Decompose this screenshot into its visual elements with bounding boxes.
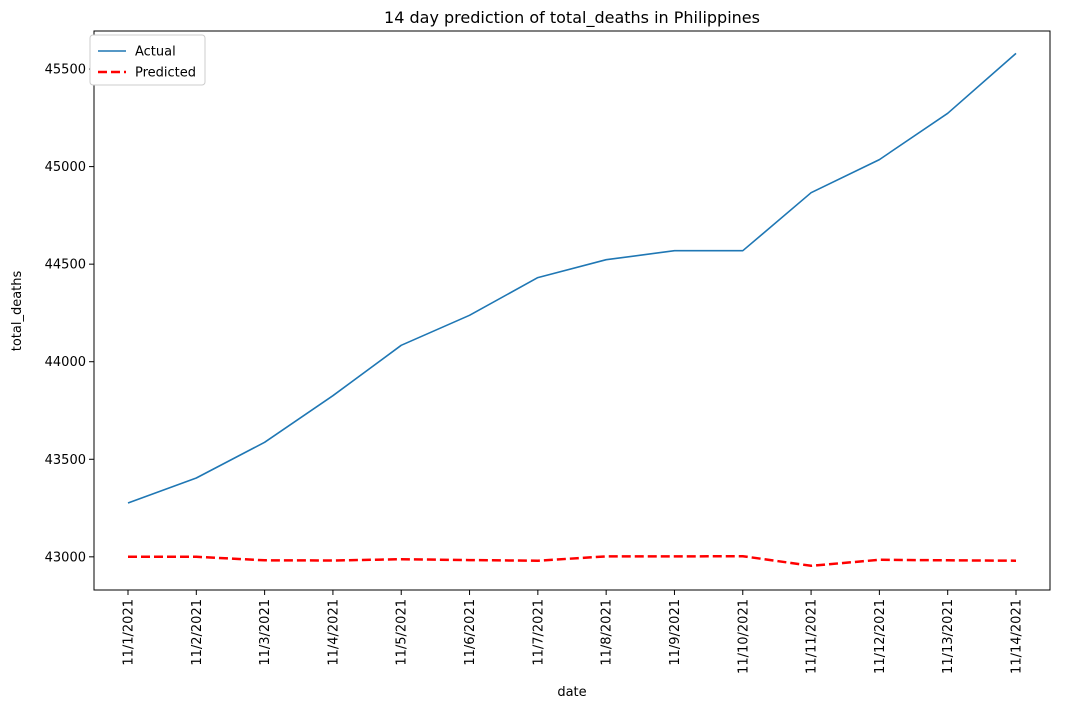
- legend-label-actual: Actual: [135, 45, 176, 60]
- y-tick-label: 43500: [45, 453, 86, 468]
- x-tick-label: 11/14/2021: [1010, 599, 1025, 674]
- legend-label-predicted: Predicted: [135, 66, 196, 81]
- x-tick-label: 11/12/2021: [873, 599, 888, 674]
- y-tick-label: 44000: [45, 355, 86, 370]
- x-tick-label: 11/2/2021: [190, 599, 205, 666]
- x-tick-label: 11/4/2021: [326, 599, 341, 666]
- x-axis: 11/1/2021 11/2/2021 11/3/2021 11/4/2021 11/5…: [122, 590, 1025, 674]
- x-tick-label: 11/6/2021: [463, 599, 478, 666]
- y-tick-label: 44500: [45, 258, 86, 273]
- y-axis-label: total_deaths: [10, 271, 25, 352]
- y-tick-label: 45000: [45, 160, 86, 175]
- x-tick-label: 11/1/2021: [122, 599, 137, 666]
- x-tick-label: 11/11/2021: [805, 599, 820, 674]
- x-tick-label: 11/9/2021: [668, 599, 683, 666]
- x-tick-label: 11/13/2021: [941, 599, 956, 674]
- chart-title: 14 day prediction of total_deaths in Phi…: [384, 8, 760, 28]
- legend: Actual Predicted: [89, 34, 206, 86]
- x-tick-label: 11/7/2021: [531, 599, 546, 666]
- x-tick-label: 11/8/2021: [600, 599, 615, 666]
- plot-frame: [93, 30, 1051, 591]
- y-axis: 43000 43500 44000 44500 45000 45500: [45, 63, 94, 565]
- x-axis-label: date: [557, 685, 586, 700]
- x-tick-label: 11/3/2021: [258, 599, 273, 666]
- series-line-predicted: [128, 554, 1017, 568]
- series-line-actual: [127, 52, 1017, 504]
- y-tick-label: 45500: [45, 63, 86, 78]
- y-tick-label: 43000: [45, 550, 86, 565]
- series-lines: [127, 52, 1017, 568]
- x-tick-label: 11/10/2021: [736, 599, 751, 674]
- x-tick-label: 11/5/2021: [395, 599, 410, 666]
